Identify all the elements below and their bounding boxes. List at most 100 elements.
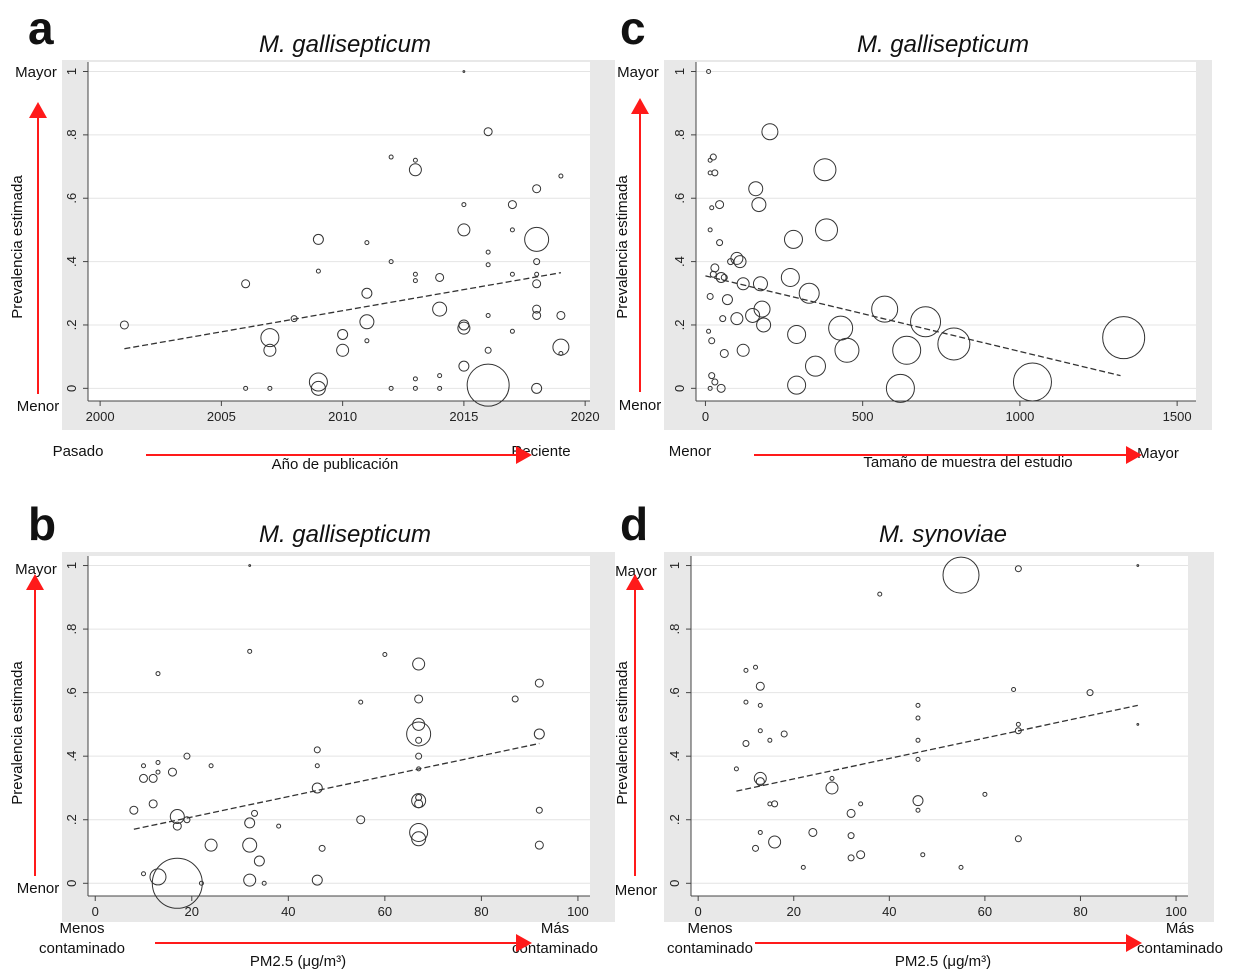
data-point [751,197,767,213]
data-point [858,801,864,807]
data-point [706,328,712,334]
data-point [364,240,370,246]
data-point [982,791,988,797]
y-tick-label: .6 [667,687,682,698]
data-point [532,310,542,320]
data-point [243,385,249,391]
fit-line [124,272,562,350]
y-tick-label: 1 [64,68,79,75]
y-tick-label: .6 [64,687,79,698]
y-tick-label: .8 [64,624,79,635]
x-right-label: Más contaminado [1137,920,1223,957]
data-point [912,795,924,807]
data-point [461,202,467,208]
data-point [715,200,725,210]
data-point [358,699,364,705]
data-point [312,233,324,245]
y-top-label: Mayor [615,563,657,580]
data-point [846,808,856,818]
data-point [915,807,921,813]
y-tick-label: 0 [64,385,79,392]
data-point [800,864,806,870]
data-point [458,360,470,372]
data-point [198,880,204,886]
data-point [825,781,839,795]
data-point [709,153,717,161]
data-point [169,809,185,825]
data-point [815,218,839,242]
fit-line [133,742,540,830]
x-tick-label: 0 [702,409,709,424]
y-tick-label: .2 [667,814,682,825]
x-tick-label: 40 [281,904,295,919]
x-left-label: Menos contaminado [39,920,125,957]
panel-letter: c [620,2,646,54]
data-point [260,328,280,348]
x-right-label: Mayor [1137,445,1179,462]
data-point [437,373,443,379]
data-point [716,383,726,393]
y-tick-label: .8 [667,624,682,635]
y-tick-label: .4 [64,256,79,267]
x-tick-label: 80 [1073,904,1087,919]
data-point [709,270,717,278]
plot-area [88,62,590,401]
data-point [743,667,749,673]
data-points [733,556,1140,870]
y-tick-label: .8 [672,129,687,140]
data-point [509,227,515,233]
data-point [253,855,265,867]
data-point [532,304,542,314]
y-bottom-label: Menor [615,882,658,899]
data-point [730,251,744,265]
data-point [435,272,445,282]
data-point [706,69,712,75]
data-points [119,70,570,407]
y-tick-label: .6 [64,193,79,204]
y-top-label: Mayor [15,64,57,81]
y-axis-label: Prevalencia estimada [614,661,631,805]
data-point [129,805,139,815]
data-point [556,310,566,320]
data-point [415,752,423,760]
data-point [757,829,763,835]
x-axis-label: Año de publicación [272,456,399,473]
data-point [183,752,191,760]
data-point [336,343,350,357]
data-point [139,773,149,783]
data-point [708,337,716,345]
data-point [437,385,443,391]
data-point [892,335,922,365]
data-point [382,652,388,658]
data-point [798,282,820,304]
data-point [533,728,545,740]
x-tick-label: 2015 [449,409,478,424]
data-point [484,346,492,354]
data-point [243,873,257,887]
data-point [412,717,426,731]
fit-line [736,704,1138,792]
data-point [715,271,727,283]
data-point [415,793,423,801]
panel-title: M. synoviae [879,521,1007,548]
x-axis-label: PM2.5 (μg/m³) [895,953,991,970]
y-tick-label: .4 [64,751,79,762]
data-point [787,375,807,395]
plot-area [696,62,1196,401]
data-point [531,382,543,394]
data-point [711,378,719,386]
data-point [1136,564,1140,567]
data-point [151,857,203,909]
data-point [915,702,921,708]
data-point [388,385,394,391]
data-point [483,127,493,137]
data-point [148,773,158,783]
x-tick-label: 1000 [1005,409,1034,424]
y-bottom-label: Menor [17,398,60,415]
data-point [1136,723,1140,726]
data-point [535,806,543,814]
panel-letter: a [28,2,54,54]
data-point [847,832,855,840]
data-point [251,809,259,817]
